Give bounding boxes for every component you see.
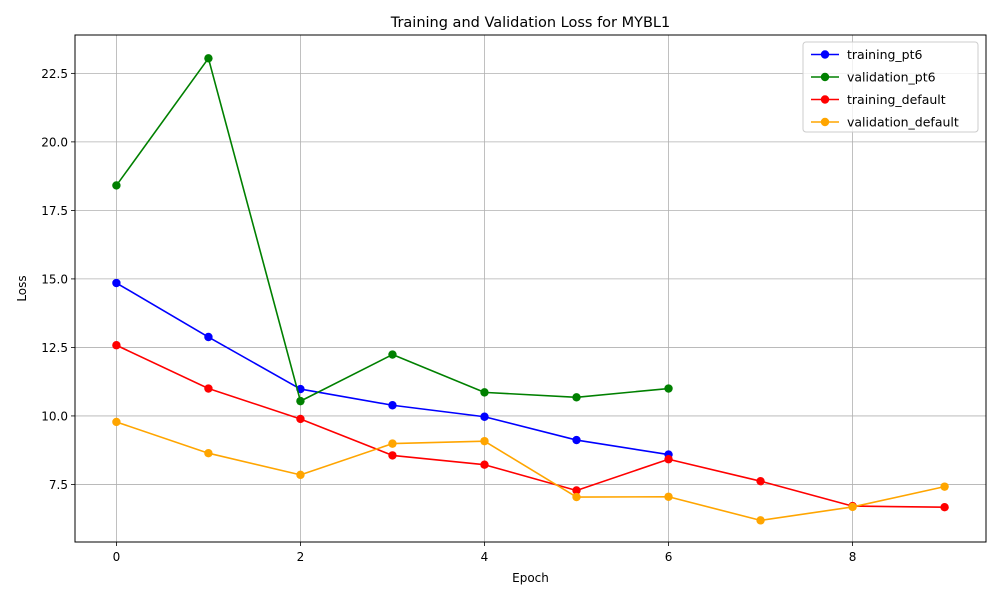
y-tick-label: 17.5 — [41, 204, 68, 218]
series-line — [116, 282, 669, 456]
data-point — [664, 384, 673, 393]
chart-title: Training and Validation Loss for MYBL1 — [390, 15, 671, 31]
data-point — [756, 516, 765, 525]
y-tick-label: 7.5 — [49, 478, 68, 492]
legend-item-validation_default: validation_default — [811, 115, 959, 130]
x-tick-label: 6 — [665, 550, 673, 564]
series-layer — [112, 54, 949, 525]
data-point — [848, 502, 857, 512]
data-point — [204, 384, 213, 393]
legend-label: training_pt6 — [847, 47, 923, 62]
data-point — [388, 451, 397, 460]
series-training_default — [112, 341, 949, 512]
data-point — [572, 492, 581, 502]
legend-label: training_default — [847, 92, 946, 107]
series-line — [116, 344, 945, 508]
data-point — [572, 486, 581, 495]
data-point — [112, 278, 121, 288]
x-axis-label: Epoch — [512, 571, 549, 585]
legend-marker — [820, 50, 830, 59]
y-tick-label: 20.0 — [41, 135, 68, 149]
data-point — [572, 435, 581, 445]
y-tick-label: 22.5 — [41, 67, 68, 81]
data-point — [296, 470, 305, 480]
legend: training_pt6 validation_pt6 training_defau… — [802, 41, 979, 133]
x-tick-label: 4 — [481, 550, 489, 564]
plot-frame — [74, 34, 987, 543]
series-validation_default — [112, 417, 949, 525]
y-tick-label: 10.0 — [41, 409, 68, 423]
series-training_pt6 — [112, 278, 673, 459]
legend-label: validation_pt6 — [847, 70, 936, 85]
data-point — [204, 332, 213, 342]
x-tick-label: 0 — [113, 550, 121, 564]
y-axis-label: Loss — [15, 275, 29, 301]
data-point — [940, 502, 949, 512]
data-point — [388, 401, 397, 410]
y-tick-label: 12.5 — [41, 341, 68, 355]
data-point — [480, 412, 489, 421]
data-point — [388, 439, 397, 448]
data-point — [940, 482, 949, 491]
data-point — [296, 414, 305, 424]
data-point — [388, 350, 397, 359]
x-tick-label: 2 — [297, 550, 305, 564]
data-point — [480, 388, 489, 397]
data-point — [204, 449, 213, 458]
y-tick-label: 15.0 — [41, 272, 68, 286]
data-point — [112, 181, 121, 190]
data-point — [664, 492, 673, 501]
data-point — [480, 436, 489, 446]
legend-item-training_default: training_default — [811, 92, 946, 107]
data-point — [204, 54, 213, 63]
series-line — [116, 421, 945, 522]
data-point — [480, 460, 489, 469]
axes: 0 2 4 6 8 7.5 10.0 12.5 15.0 17.5 20.0 22.5 — [41, 67, 856, 564]
legend-item-validation_pt6: validation_pt6 — [811, 70, 936, 85]
legend-marker — [820, 95, 830, 104]
data-point — [756, 476, 765, 486]
data-point — [296, 396, 305, 406]
grid — [75, 35, 986, 542]
data-point — [664, 455, 673, 464]
legend-item-training_pt6: training_pt6 — [811, 47, 923, 62]
x-tick-label: 8 — [849, 550, 857, 564]
legend-box — [802, 41, 979, 133]
legend-marker — [820, 72, 830, 82]
legend-label: validation_default — [847, 115, 959, 130]
data-point — [572, 393, 581, 402]
data-point — [112, 341, 121, 350]
data-point — [112, 417, 121, 427]
series-line — [115, 57, 669, 402]
series-validation_pt6 — [112, 54, 673, 406]
legend-marker — [820, 117, 830, 127]
